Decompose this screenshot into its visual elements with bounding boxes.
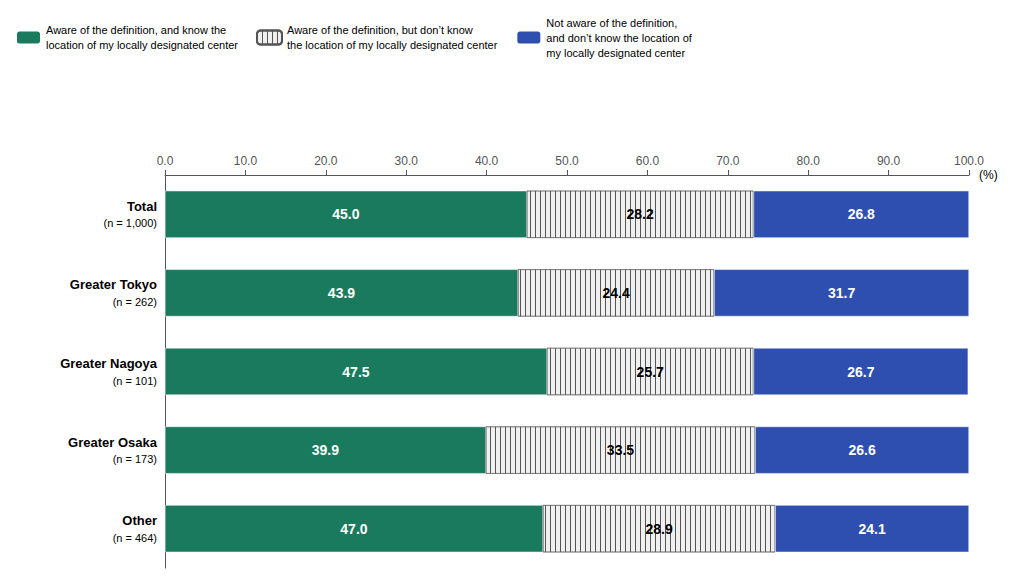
svg-text:10.0: 10.0 xyxy=(234,154,258,168)
svg-text:40.0: 40.0 xyxy=(475,154,499,168)
svg-text:0.0: 0.0 xyxy=(157,154,174,168)
svg-text:33.5: 33.5 xyxy=(607,442,634,458)
svg-text:Aware of the definition, but d: Aware of the definition, but don’t know xyxy=(287,24,473,36)
svg-text:31.7: 31.7 xyxy=(828,285,855,301)
svg-text:(n = 464): (n = 464) xyxy=(113,532,157,544)
svg-text:(n = 262): (n = 262) xyxy=(113,296,157,308)
svg-text:and don’t know the location of: and don’t know the location of xyxy=(546,32,692,44)
svg-text:47.5: 47.5 xyxy=(342,364,369,380)
svg-text:60.0: 60.0 xyxy=(636,154,660,168)
svg-text:Greater Osaka: Greater Osaka xyxy=(68,435,158,450)
svg-text:50.0: 50.0 xyxy=(555,154,579,168)
svg-text:(n = 173): (n = 173) xyxy=(113,453,157,465)
svg-text:70.0: 70.0 xyxy=(716,154,740,168)
svg-text:Aware of the definition, and k: Aware of the definition, and know the xyxy=(46,24,226,36)
svg-text:80.0: 80.0 xyxy=(797,154,821,168)
svg-text:26.8: 26.8 xyxy=(848,206,875,222)
svg-text:47.0: 47.0 xyxy=(340,521,367,537)
svg-text:28.2: 28.2 xyxy=(627,206,654,222)
svg-text:26.6: 26.6 xyxy=(848,442,875,458)
svg-text:20.0: 20.0 xyxy=(314,154,338,168)
svg-text:39.9: 39.9 xyxy=(312,442,339,458)
svg-text:28.9: 28.9 xyxy=(645,521,672,537)
svg-text:25.7: 25.7 xyxy=(637,364,664,380)
svg-text:26.7: 26.7 xyxy=(847,364,874,380)
svg-text:90.0: 90.0 xyxy=(877,154,901,168)
svg-text:Total: Total xyxy=(127,199,157,214)
svg-text:30.0: 30.0 xyxy=(395,154,419,168)
svg-text:(n = 101): (n = 101) xyxy=(113,375,157,387)
svg-text:24.4: 24.4 xyxy=(602,285,629,301)
svg-text:Other: Other xyxy=(122,513,157,528)
svg-text:Not aware of the definition,: Not aware of the definition, xyxy=(546,17,677,29)
svg-text:Greater Tokyo: Greater Tokyo xyxy=(70,277,157,292)
svg-text:(%): (%) xyxy=(979,168,998,182)
svg-text:the location of my locally des: the location of my locally designated ce… xyxy=(287,39,498,51)
svg-text:45.0: 45.0 xyxy=(332,206,359,222)
svg-text:location of my locally designa: location of my locally designated center xyxy=(46,39,238,51)
svg-text:(n = 1,000): (n = 1,000) xyxy=(103,217,157,229)
svg-text:24.1: 24.1 xyxy=(858,521,885,537)
svg-text:100.0: 100.0 xyxy=(954,154,984,168)
svg-text:43.9: 43.9 xyxy=(328,285,355,301)
svg-text:Greater Nagoya: Greater Nagoya xyxy=(60,356,158,371)
svg-text:my locally designated center: my locally designated center xyxy=(546,47,685,59)
